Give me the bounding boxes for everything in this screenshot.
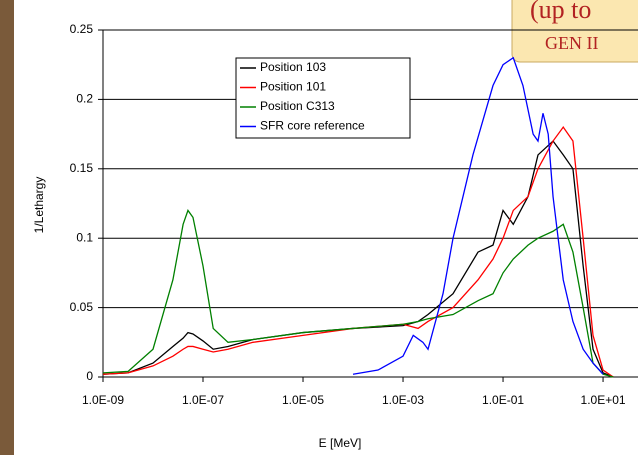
background-photo [0, 0, 14, 455]
callout: (up to GEN II [512, 0, 638, 62]
y-tick-label: 0.1 [76, 230, 93, 244]
y-axis-label: 1/Lethargy [32, 177, 46, 234]
x-tick-label: 1.0E+01 [581, 393, 626, 407]
legend-label: SFR core reference [260, 119, 365, 133]
callout-text: GEN II [545, 33, 598, 53]
series-line [103, 127, 613, 377]
legend-label: Position C313 [260, 99, 335, 113]
x-tick-label: 1.0E-03 [382, 393, 424, 407]
chart: (up to GEN II E [MeV] 1/Lethargy 0 0.05 0.… [0, 0, 638, 455]
x-tick-label: 1.0E-01 [482, 393, 524, 407]
y-tick-label: 0.25 [70, 22, 94, 36]
x-tick-label: 1.0E-07 [182, 393, 224, 407]
callout-text: (up to [530, 0, 591, 24]
y-tick-label: 0 [86, 369, 93, 383]
y-tick-label: 0.15 [70, 161, 94, 175]
legend: Position 103 Position 101 Position C313 SFR… [236, 58, 410, 138]
x-tick-label: 1.0E-05 [282, 393, 324, 407]
y-tick-label: 0.2 [76, 92, 93, 106]
y-tick-label: 0.05 [70, 300, 94, 314]
x-tick-label: 1.0E-09 [82, 393, 124, 407]
legend-label: Position 101 [260, 80, 326, 94]
x-axis-label: E [MeV] [319, 436, 362, 450]
page: {"chart_data": {"type": "line", "x_label… [0, 0, 638, 455]
legend-label: Position 103 [260, 60, 326, 74]
series-line [103, 141, 613, 377]
